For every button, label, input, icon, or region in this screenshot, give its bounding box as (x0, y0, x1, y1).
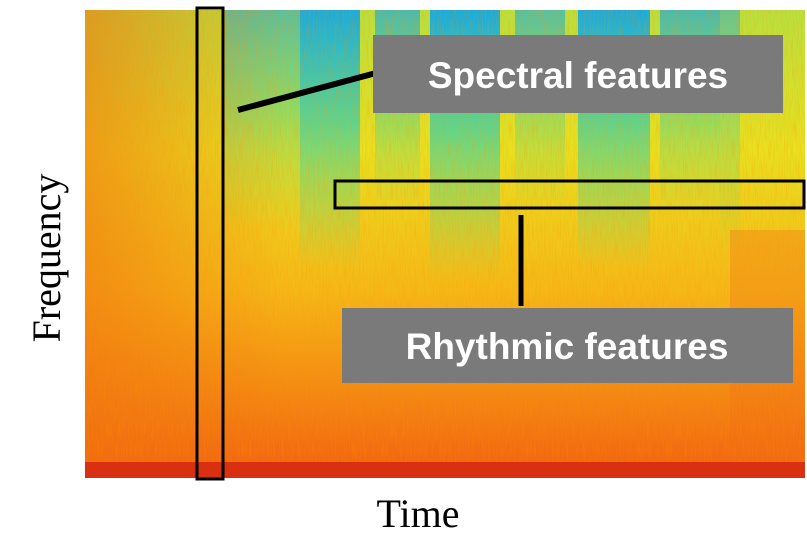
spectral-label: Spectral features (428, 55, 728, 96)
x-axis-label: Time (376, 491, 459, 533)
spectral-box (195, 6, 225, 481)
y-axis-label: Frequency (24, 174, 69, 343)
spectral-pointer (237, 70, 377, 113)
rhythmic-label: Rhythmic features (406, 326, 729, 367)
rhythmic-box (333, 179, 806, 210)
rhythmic-label-box (342, 308, 793, 383)
spectral-label-box (373, 35, 783, 113)
